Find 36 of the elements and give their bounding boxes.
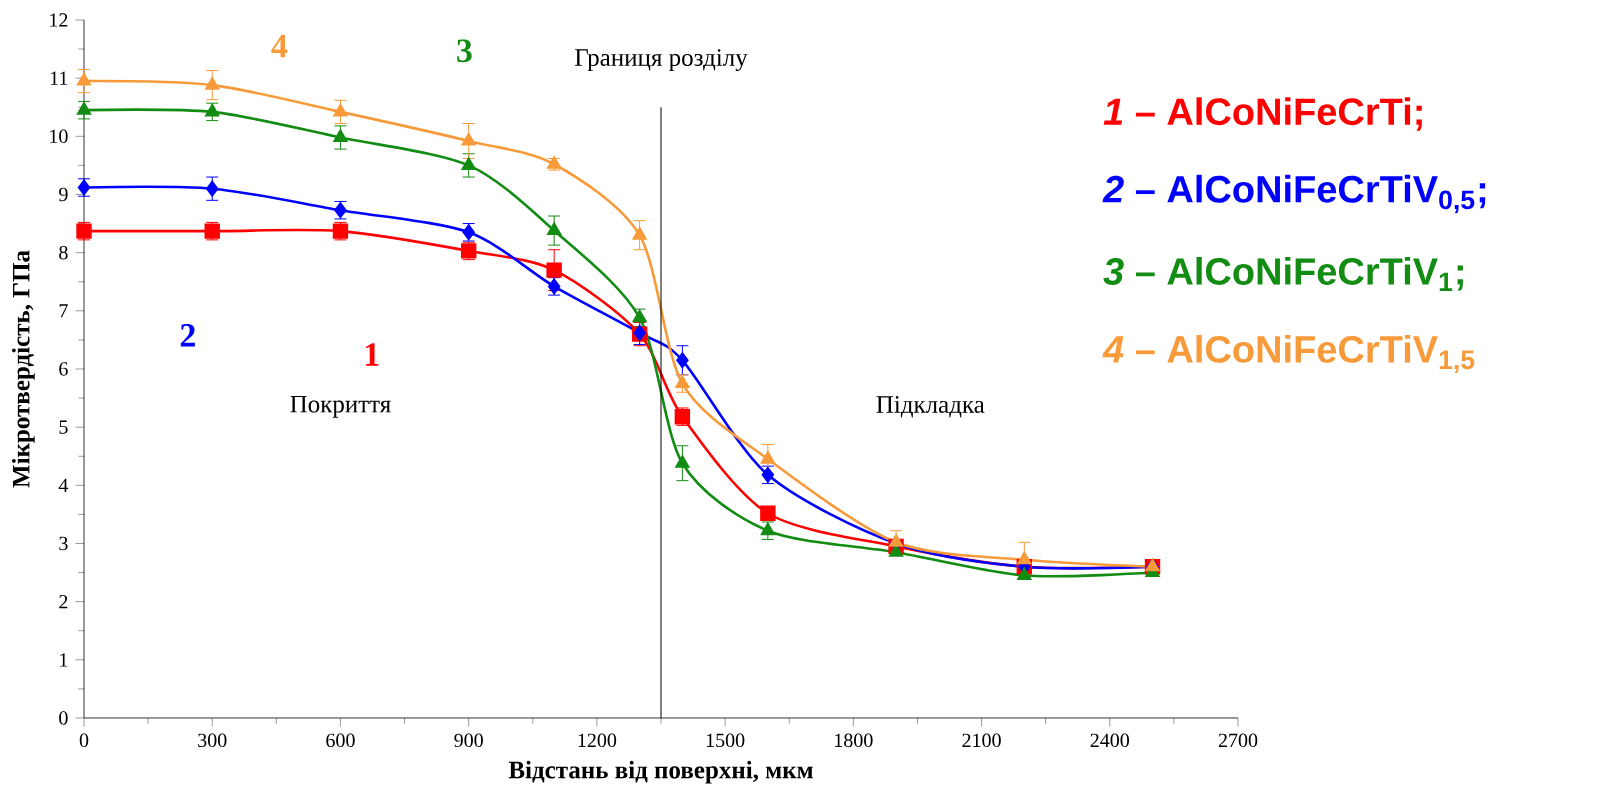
- y-tick-label: 5: [59, 420, 68, 434]
- y-tick-label: 8: [59, 245, 68, 260]
- annotation: 2: [180, 323, 195, 347]
- text: 4 – AlCoNiFeCrTiV$_{1,5}$: [1102, 334, 1475, 373]
- text: 3 – AlCoNiFeCrTiV$_{1}$;: [1103, 257, 1463, 291]
- x-tick-label: 2100: [962, 733, 1001, 748]
- annotation: 3: [457, 39, 472, 63]
- y-axis-title: Мікротвердість, ГПа: [12, 250, 35, 488]
- ref-line-label: Границя розділу: [575, 49, 748, 72]
- x-tick-label: 300: [198, 733, 227, 748]
- y-tick-label: 9: [59, 187, 68, 202]
- x-tick-label: 1800: [835, 733, 873, 748]
- x-tick-label: 900: [454, 733, 483, 748]
- annotation: Покриття: [290, 395, 391, 418]
- annotation: 1: [365, 343, 379, 366]
- y-tick-label: 0: [59, 711, 68, 725]
- y-tick-label: 12: [50, 13, 68, 27]
- x-tick-label: 600: [326, 733, 355, 748]
- y-tick-label: 7: [59, 304, 68, 318]
- y-tick-label: 4: [58, 478, 69, 492]
- y-tick-label: 10: [50, 129, 68, 144]
- text: 2 – AlCoNiFeCrTiV$_{0,5}$;: [1102, 174, 1486, 214]
- y-tick-label: 1: [60, 653, 68, 667]
- x-tick-label: 2700: [1218, 733, 1258, 748]
- x-tick-label: 1200: [578, 733, 617, 748]
- text: 1 – AlCoNiFeCrTi;: [1103, 97, 1422, 131]
- x-tick-label: 1500: [706, 733, 745, 748]
- annotation: Підкладка: [876, 396, 985, 418]
- y-tick-label: 2: [59, 595, 68, 609]
- y-tick-label: 3: [59, 536, 68, 551]
- y-tick-label: 6: [59, 362, 68, 376]
- y-tick-label: 11: [50, 71, 68, 85]
- x-tick-label: 2400: [1090, 733, 1130, 748]
- x-tick-label: 0: [79, 733, 89, 748]
- x-axis-title: Відстань від поверхні, мкм: [508, 760, 813, 784]
- annotation: 4: [271, 34, 288, 58]
